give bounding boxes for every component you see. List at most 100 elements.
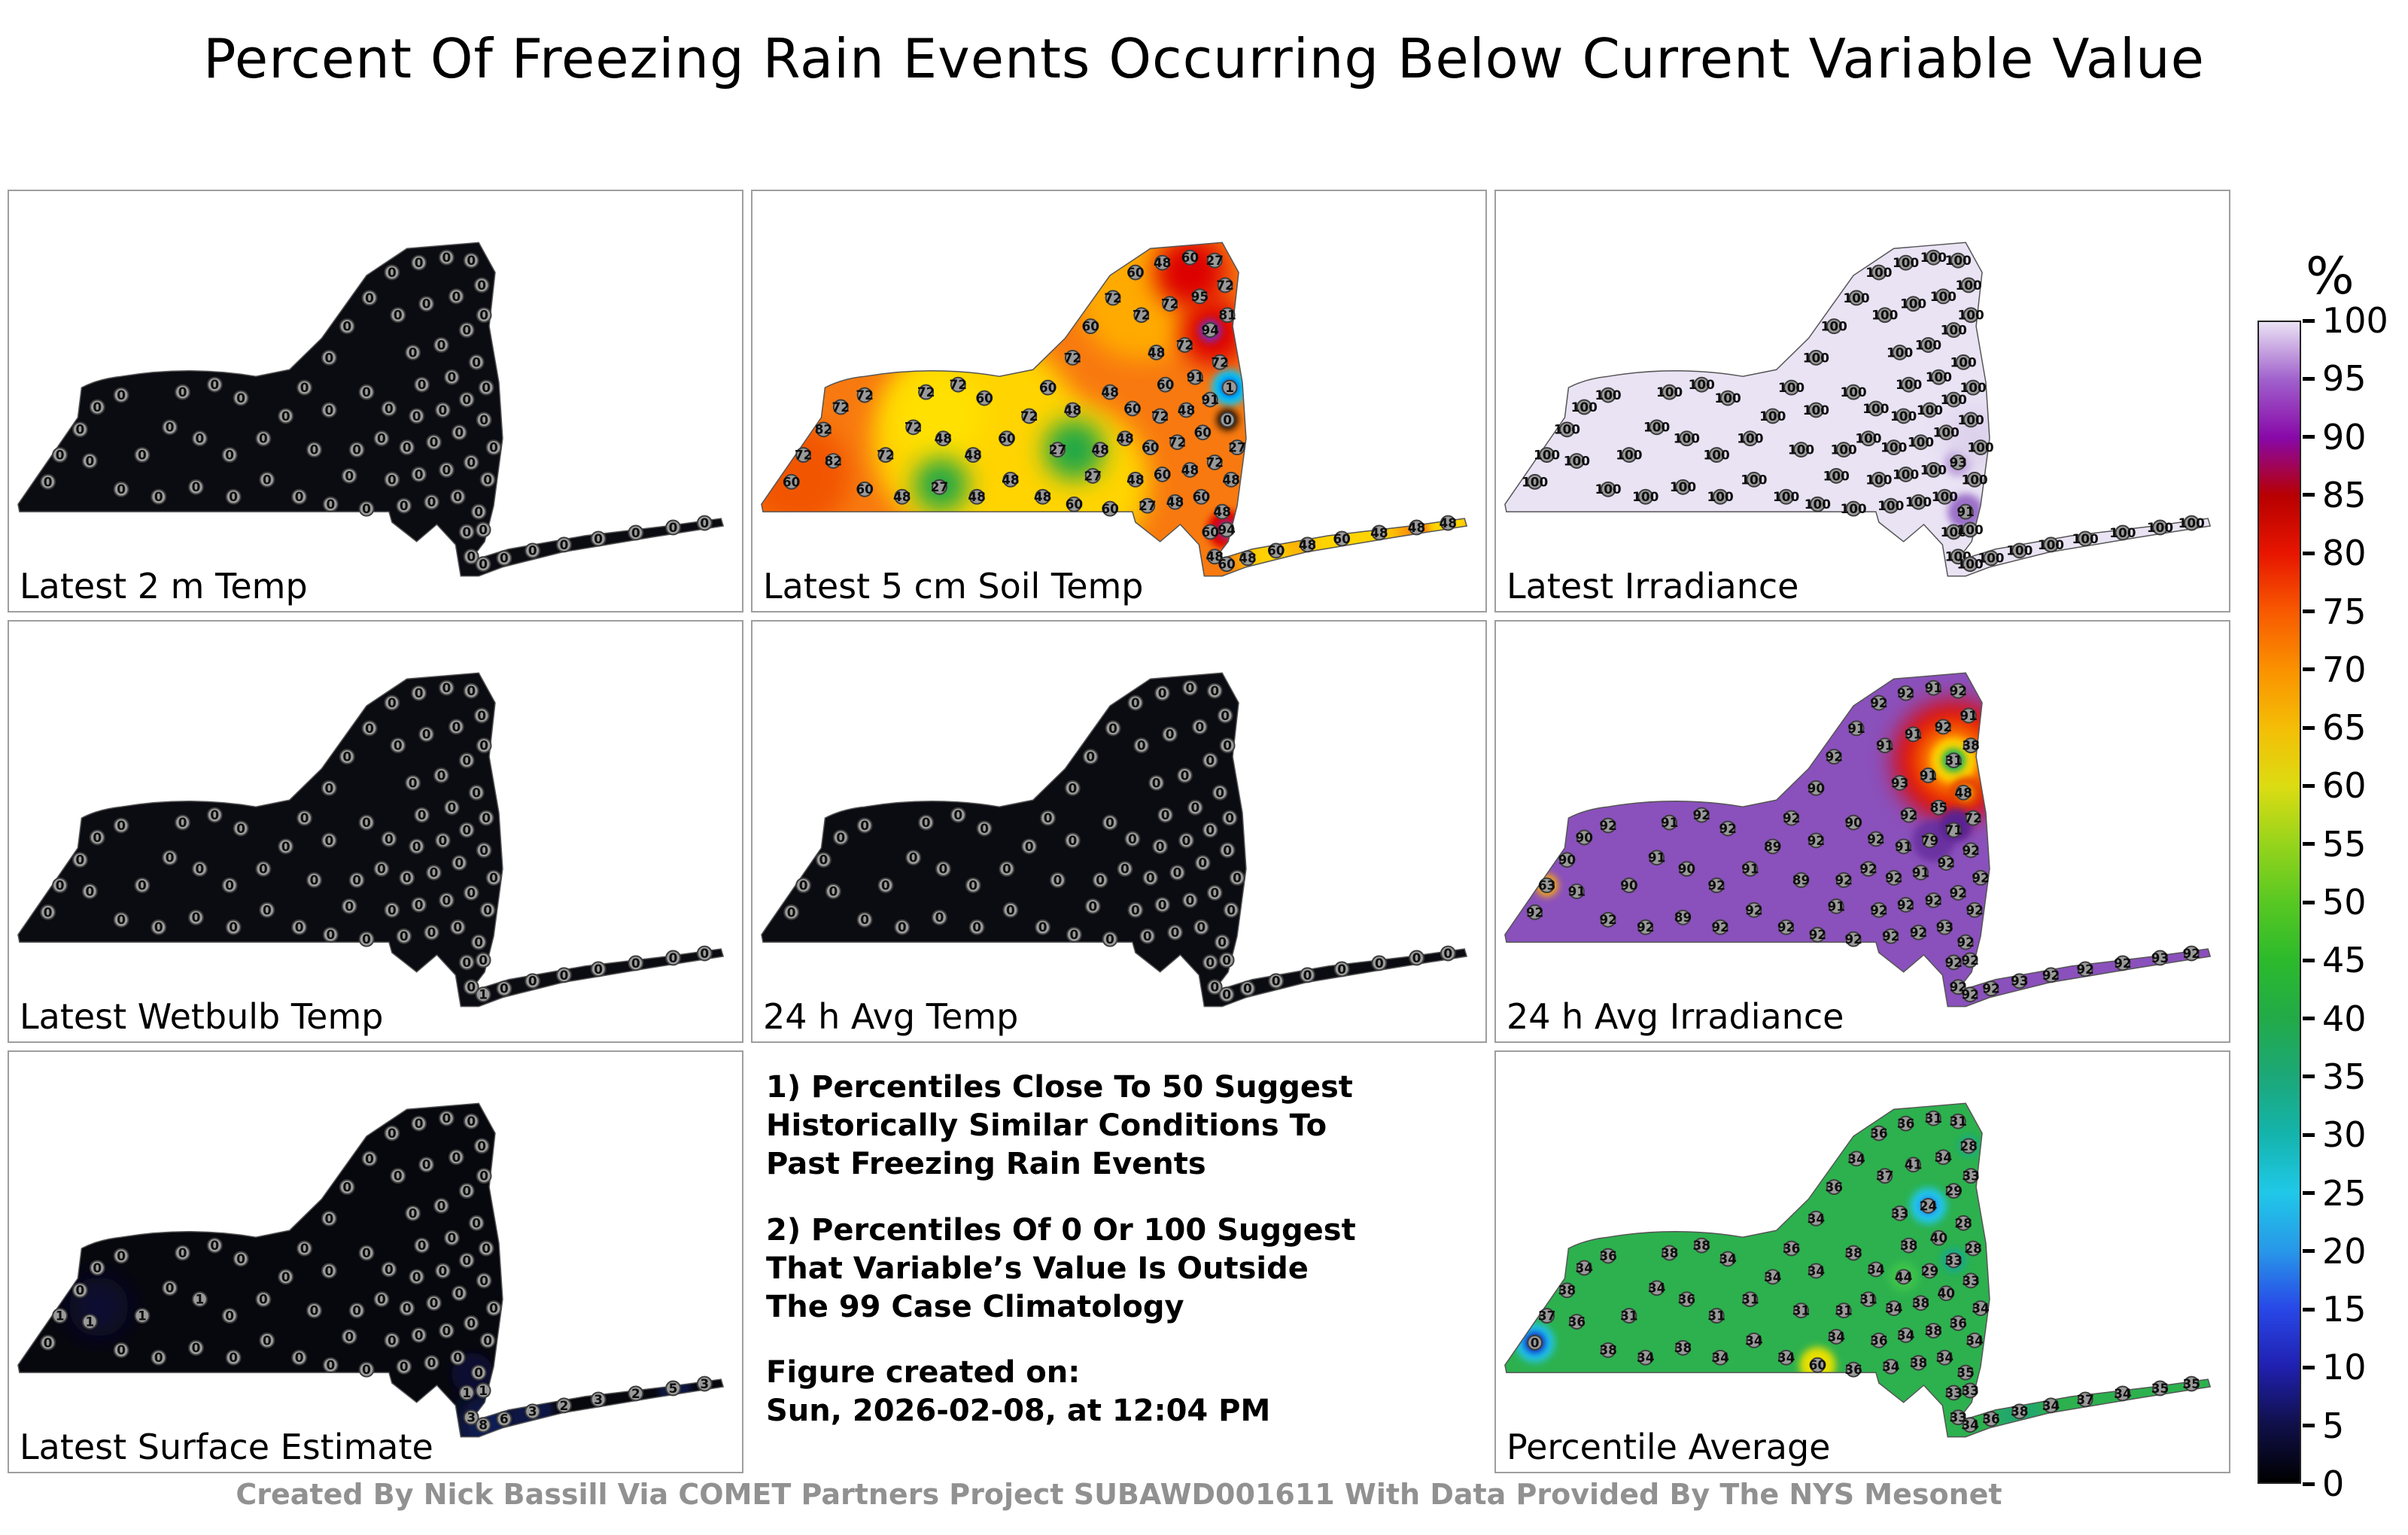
station-value: 0 [479, 412, 488, 427]
station-value: 72 [1161, 296, 1178, 312]
station-value: 0 [669, 520, 678, 535]
station-dot [1021, 408, 1038, 424]
station-value: 60 [1123, 401, 1141, 416]
station-dot [381, 831, 397, 847]
station-dot [2183, 945, 2200, 962]
station-value: 60 [1154, 467, 1171, 482]
station-dot [1826, 749, 1842, 765]
station-dot [1333, 961, 1350, 977]
station-dot [1268, 973, 1285, 989]
station-value: 0 [462, 1184, 471, 1199]
station-value: 0 [909, 850, 918, 865]
tick-mark [2303, 1017, 2315, 1021]
station-value: 0 [259, 1292, 268, 1307]
station-dot [1187, 369, 1203, 385]
station-dot [1212, 354, 1228, 370]
station-value: 0 [117, 1342, 126, 1357]
station-value: 31 [1707, 1309, 1725, 1324]
station-dot [1886, 1300, 1902, 1317]
station-value: 0 [1375, 956, 1384, 971]
station-value: 60 [998, 431, 1015, 446]
station-dot [162, 1280, 178, 1296]
station-dot [1793, 872, 1809, 889]
station-dot [1162, 296, 1178, 312]
station-dot [381, 1261, 397, 1278]
station-dot [1035, 488, 1051, 505]
figure-created-text: Figure created on: Sun, 2026-02-08, at 1… [766, 1355, 1271, 1429]
station-dot [825, 453, 841, 469]
station-value: 0 [631, 525, 640, 540]
station-dot [496, 550, 512, 567]
station-value: 36 [1568, 1314, 1586, 1329]
station-dot [2043, 536, 2059, 553]
tick-label: 45 [2322, 940, 2367, 981]
station-dot [1181, 249, 1198, 266]
station-value: 91 [1187, 369, 1204, 385]
station-value: 3 [594, 1392, 603, 1407]
station-dot [1169, 434, 1185, 451]
station-value: 36 [1870, 1333, 1887, 1348]
station-value: 100 [1803, 403, 1829, 418]
station-dot [1621, 1308, 1637, 1324]
station-dot [1962, 952, 1978, 968]
station-value: 29 [1921, 1263, 1938, 1278]
station-dot [1576, 829, 1592, 846]
station-dot [1127, 695, 1144, 711]
station-dot [1898, 1327, 1914, 1343]
station-value: 0 [467, 683, 476, 698]
station-dot [396, 928, 412, 944]
station-dot [1712, 488, 1728, 505]
station-dot [1600, 817, 1616, 834]
station-value: 48 [968, 489, 985, 504]
station-value: 0 [799, 878, 808, 893]
station-value: 0 [229, 1350, 238, 1365]
station-value: 0 [479, 308, 488, 323]
station-dot [473, 1138, 490, 1154]
station-value: 0 [1218, 935, 1227, 950]
station-dot [590, 1391, 607, 1408]
station-dot [221, 447, 238, 463]
station-value: 38 [1674, 1340, 1692, 1355]
station-value: 91 [1905, 727, 1922, 742]
station-value: 95 [1191, 289, 1209, 304]
station-dot [435, 832, 451, 849]
station-value: 90 [1558, 853, 1576, 868]
station-dot [2011, 973, 2028, 989]
station-dot [2115, 1385, 2131, 1402]
station-dot [2043, 967, 2059, 983]
station-value: 0 [76, 422, 85, 437]
station-value: 0 [477, 1138, 486, 1154]
station-value: 0 [229, 489, 238, 504]
station-dot [1898, 685, 1914, 701]
station-dot [524, 543, 541, 559]
station-dot [475, 1382, 491, 1399]
station-dot [1662, 814, 1678, 831]
station-dot [1124, 831, 1141, 847]
station-dot [1217, 277, 1233, 293]
station-dot [1229, 439, 1245, 456]
station-value: 0 [325, 403, 334, 418]
station-dot [384, 1125, 400, 1141]
station-dot [1883, 928, 1899, 944]
station-value: 48 [1064, 403, 1081, 418]
station-value: 38 [1844, 1245, 1862, 1260]
station-dot [1936, 488, 1953, 505]
station-value: 0 [1161, 807, 1170, 822]
station-dot [478, 1240, 494, 1257]
station-dot [409, 838, 425, 855]
station-value: 36 [1949, 1315, 1966, 1330]
station-dot [1127, 471, 1144, 488]
station-dot [390, 307, 406, 324]
note-percentiles-0-100: 2) Percentiles Of 0 Or 100 Suggest That … [766, 1212, 1356, 1324]
station-value: 0 [44, 1335, 53, 1350]
station-dot [932, 909, 947, 926]
station-value: 100 [2006, 543, 2033, 558]
panel-latest-5cm-soil-temp: 60 72 82 72 72 82 60 48 72 72 72 72 60 48 48 27 48 60 48 72… [751, 190, 1487, 612]
station-dot [1409, 950, 1424, 966]
station-value: 0 [394, 308, 403, 323]
station-value: 0 [939, 862, 948, 877]
station-dot [1202, 524, 1218, 540]
station-dot [976, 390, 993, 406]
station-dot [1845, 814, 1862, 831]
station-dot [113, 481, 129, 497]
